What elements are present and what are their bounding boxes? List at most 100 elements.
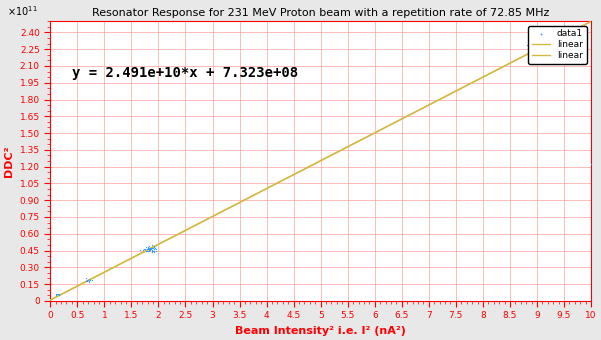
data1 <box>81 275 91 281</box>
data1 <box>144 243 154 249</box>
data1 <box>143 248 153 254</box>
data1 <box>151 245 160 250</box>
data1 <box>528 46 538 52</box>
data1 <box>145 246 154 252</box>
data1 <box>535 46 545 52</box>
data1 <box>85 277 95 283</box>
data1 <box>151 248 161 253</box>
data1 <box>84 278 94 284</box>
data1 <box>528 47 537 52</box>
data1 <box>146 245 156 250</box>
data1 <box>147 245 156 251</box>
data1 <box>52 292 61 298</box>
data1 <box>531 42 540 47</box>
data1 <box>149 246 159 252</box>
data1 <box>53 291 63 297</box>
data1 <box>535 44 545 50</box>
data1 <box>534 40 544 45</box>
data1 <box>532 45 542 50</box>
data1 <box>148 245 158 250</box>
data1 <box>534 41 544 46</box>
data1 <box>528 49 537 54</box>
data1 <box>148 249 158 254</box>
data1 <box>145 247 155 253</box>
data1 <box>547 49 557 54</box>
data1 <box>534 45 544 50</box>
data1 <box>144 245 153 251</box>
data1 <box>151 246 161 251</box>
data1 <box>537 50 546 56</box>
data1 <box>534 42 543 47</box>
data1 <box>533 41 543 47</box>
data1 <box>543 44 552 49</box>
data1 <box>144 245 154 251</box>
data1 <box>82 278 92 283</box>
data1 <box>537 45 546 51</box>
data1 <box>147 248 156 253</box>
data1 <box>144 246 154 252</box>
data1 <box>149 244 159 249</box>
data1 <box>538 45 548 51</box>
data1 <box>52 291 61 296</box>
data1 <box>150 247 159 252</box>
data1 <box>534 44 544 49</box>
data1 <box>528 48 538 53</box>
data1 <box>85 276 94 282</box>
data1 <box>531 42 541 48</box>
data1 <box>149 244 159 249</box>
data1 <box>537 48 546 54</box>
data1 <box>144 246 153 251</box>
data1 <box>528 46 537 52</box>
data1 <box>535 44 545 49</box>
data1 <box>537 43 547 49</box>
data1 <box>524 46 534 51</box>
data1 <box>535 50 545 56</box>
data1 <box>147 246 157 251</box>
data1 <box>144 245 154 251</box>
data1 <box>528 48 538 54</box>
data1 <box>527 45 537 50</box>
data1 <box>142 246 152 252</box>
data1 <box>536 44 546 49</box>
data1 <box>553 39 563 44</box>
Legend: data1, linear, linear: data1, linear, linear <box>528 26 587 64</box>
data1 <box>531 47 540 52</box>
data1 <box>82 278 92 283</box>
data1 <box>525 46 535 51</box>
data1 <box>531 42 540 48</box>
data1 <box>147 242 156 248</box>
data1 <box>151 246 160 252</box>
data1 <box>535 44 545 49</box>
data1 <box>143 249 153 254</box>
data1 <box>146 245 156 251</box>
data1 <box>147 249 156 254</box>
data1 <box>140 246 150 252</box>
data1 <box>533 45 543 50</box>
data1 <box>141 244 151 250</box>
Point <box>586 162 596 167</box>
data1 <box>535 40 545 46</box>
data1 <box>147 242 156 248</box>
data1 <box>534 47 544 52</box>
data1 <box>529 48 539 54</box>
data1 <box>529 43 539 48</box>
data1 <box>535 45 545 50</box>
Title: Resonator Response for 231 MeV Proton beam with a repetition rate of 72.85 MHz: Resonator Response for 231 MeV Proton be… <box>92 7 549 18</box>
data1 <box>144 247 153 252</box>
data1 <box>534 44 543 49</box>
data1 <box>54 291 64 297</box>
Text: y = 2.491e+10*x + 7.323e+08: y = 2.491e+10*x + 7.323e+08 <box>72 66 298 80</box>
data1 <box>527 43 537 48</box>
data1 <box>538 45 548 50</box>
data1 <box>148 249 158 254</box>
data1 <box>533 49 543 54</box>
data1 <box>150 246 159 252</box>
data1 <box>526 47 536 52</box>
data1 <box>534 43 543 48</box>
data1 <box>143 245 153 251</box>
data1 <box>136 247 145 252</box>
data1 <box>52 291 61 296</box>
data1 <box>535 43 545 48</box>
data1 <box>538 44 548 50</box>
data1 <box>144 246 154 252</box>
